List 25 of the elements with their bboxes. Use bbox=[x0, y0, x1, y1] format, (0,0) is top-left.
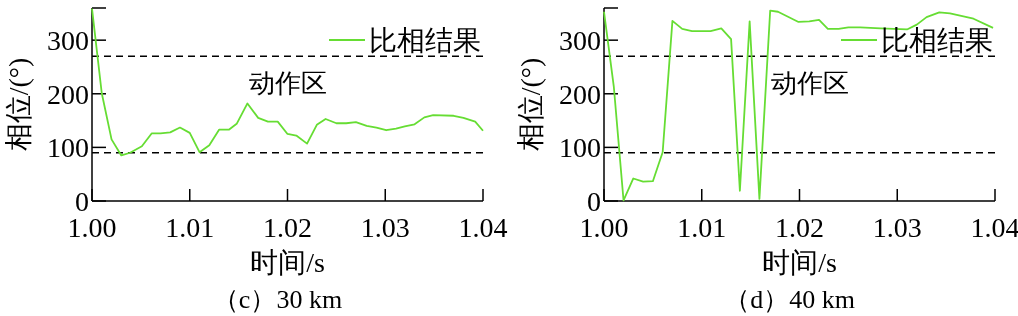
x-tick-label: 1.02 bbox=[263, 212, 312, 243]
x-tick-label: 1.04 bbox=[458, 212, 508, 243]
x-axis-title: 时间/s bbox=[762, 247, 837, 278]
line-series bbox=[91, 7, 484, 157]
legend-label: 比相结果 bbox=[881, 25, 993, 56]
y-tick-label: 300 bbox=[47, 25, 89, 57]
y-tick-label: 200 bbox=[47, 78, 89, 110]
text: （c）30 km bbox=[212, 285, 343, 314]
y-axis-title: 相位/(°) bbox=[3, 57, 34, 152]
x-tick-label: 1.03 bbox=[360, 212, 410, 243]
text: （d）40 km bbox=[724, 285, 855, 314]
y-axis-title: 相位/(°) bbox=[515, 57, 546, 152]
y-tick-label: 200 bbox=[559, 78, 601, 110]
annotation: 动作区 bbox=[770, 69, 849, 98]
x-tick-label: 1.02 bbox=[775, 212, 824, 243]
x-axis-title: 时间/s bbox=[250, 247, 325, 278]
line-series bbox=[603, 9, 994, 202]
annotation: 动作区 bbox=[248, 69, 327, 98]
x-tick-label: 1.03 bbox=[872, 212, 922, 243]
x-tick-label: 1.01 bbox=[165, 212, 215, 243]
y-tick-label: 100 bbox=[559, 132, 601, 164]
x-tick-label: 1.01 bbox=[677, 212, 727, 243]
legend-label: 比相结果 bbox=[369, 25, 481, 56]
y-tick-label: 100 bbox=[47, 132, 89, 164]
y-tick-label: 300 bbox=[559, 25, 601, 57]
